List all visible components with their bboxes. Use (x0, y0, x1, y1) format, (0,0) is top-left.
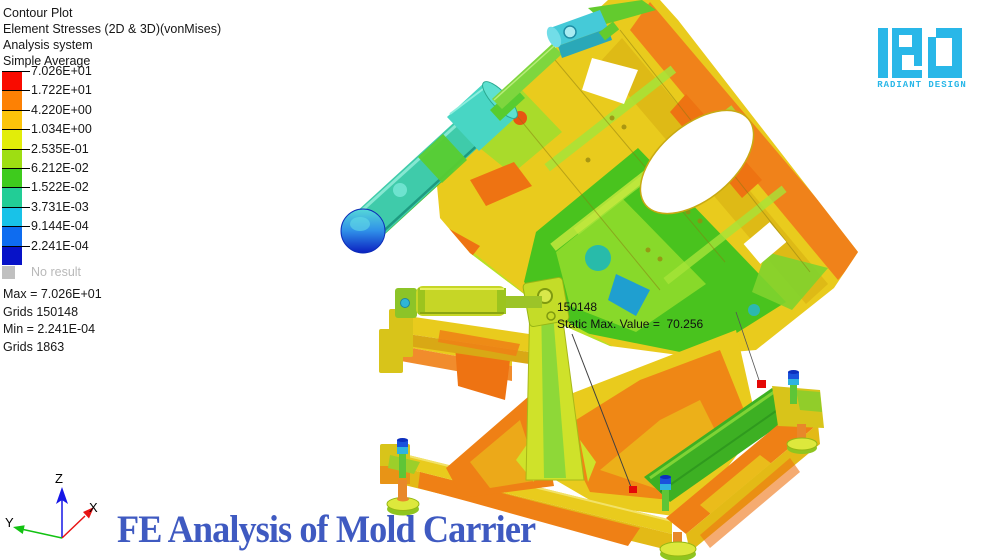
model-link-cylinder (395, 286, 542, 318)
legend-level-label: 1.722E+01 (31, 83, 92, 98)
legend-level-label: 4.220E+00 (31, 102, 92, 117)
legend-level-label: 1.522E-02 (31, 180, 89, 195)
legend-level-label: 7.026E+01 (31, 64, 92, 78)
logo-brand-text: RADIANT DESIGN (877, 80, 967, 90)
page-title: FE Analysis of Mold Carrier (117, 508, 536, 551)
legend-swatch (2, 148, 22, 168)
no-result-label: No result (31, 265, 82, 279)
y-axis-label: Y (5, 515, 14, 530)
legend-swatch (2, 187, 22, 207)
legend-result-type: Element Stresses (2D & 3D)(vonMises) (3, 22, 222, 36)
legend-swatch (2, 71, 22, 91)
z-axis-arrow-icon (56, 487, 68, 504)
legend-level-label: 1.034E+00 (31, 122, 92, 137)
leader-line (571, 333, 632, 488)
legend-swatch (2, 129, 22, 149)
legend-level-label: 2.241E-04 (31, 238, 89, 253)
legend-level-label: 2.535E-01 (31, 141, 89, 156)
legend-swatch (2, 109, 22, 130)
legend-max-value: Max = 7.026E+01 (3, 287, 102, 301)
legend-swatch (2, 90, 22, 110)
legend-swatch (2, 167, 22, 188)
radiant-design-logo (878, 28, 962, 78)
legend-tick (2, 109, 30, 111)
legend-tick (2, 129, 30, 131)
legend-tick (2, 245, 30, 247)
legend-level-label: 9.144E-04 (31, 219, 89, 234)
legend-color-bar (2, 71, 22, 265)
legend-tick (2, 226, 30, 228)
legend-swatch (2, 226, 22, 246)
axes-triad (13, 487, 94, 539)
legend-tick (2, 168, 30, 169)
contour-legend: Contour Plot Element Stresses (2D & 3D)(… (0, 0, 290, 360)
annotation-max-value: Static Max. Value = 70.256 (557, 317, 704, 331)
legend-averaging: Simple Average (3, 54, 91, 68)
legend-tick (2, 71, 30, 72)
x-axis-label: X (89, 500, 98, 515)
legend-level-label: 3.731E-03 (31, 199, 89, 214)
legend-tick (2, 148, 30, 150)
model-max-stress-marker (571, 311, 766, 493)
z-axis-label: Z (55, 471, 63, 486)
legend-max-grid: Grids 150148 (3, 304, 79, 319)
model-anchor-bolts (397, 370, 799, 511)
legend-system: Analysis system (3, 38, 93, 52)
no-result-swatch (2, 266, 15, 279)
logo-glyph (878, 28, 962, 78)
legend-tick (2, 90, 30, 92)
legend-min-grid: Grids 1863 (3, 339, 65, 354)
legend-swatch (2, 245, 22, 265)
legend-title: Contour Plot (3, 6, 73, 20)
x-axis-arrow-icon (83, 507, 94, 519)
legend-tick (2, 187, 30, 189)
model-support-post (446, 276, 596, 498)
legend-swatch (2, 206, 22, 227)
legend-level-label: 6.212E-02 (31, 161, 89, 175)
model-hydraulic-cylinder (340, 0, 656, 254)
legend-min-value: Min = 2.241E-04 (3, 322, 96, 336)
model-cylinder-clevis (546, 0, 656, 58)
model-cylinder-end-cap (340, 208, 386, 254)
model-leveling-feet (386, 424, 818, 560)
y-axis-arrow-icon (13, 525, 25, 534)
legend-tick (2, 206, 30, 208)
annotation-grid-id: 150148 (557, 300, 598, 314)
